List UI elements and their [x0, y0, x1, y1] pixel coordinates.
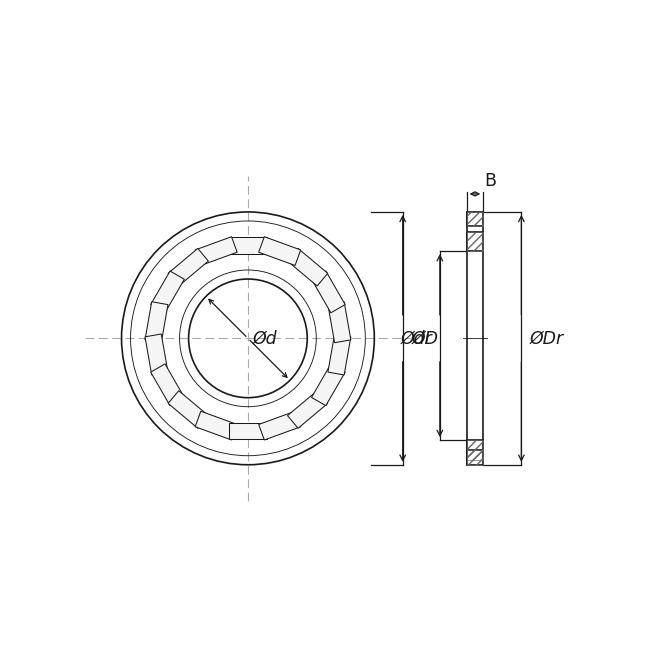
- Polygon shape: [287, 249, 328, 286]
- Polygon shape: [328, 302, 351, 343]
- Polygon shape: [312, 271, 345, 313]
- Text: Ødr: Ødr: [401, 330, 433, 347]
- Polygon shape: [145, 334, 168, 375]
- Polygon shape: [287, 391, 328, 428]
- Polygon shape: [145, 302, 168, 343]
- Bar: [467, 232, 483, 251]
- Bar: [467, 440, 483, 460]
- Bar: [467, 440, 483, 460]
- Polygon shape: [195, 237, 237, 265]
- Bar: [467, 450, 483, 465]
- Bar: [467, 450, 483, 465]
- Polygon shape: [228, 423, 267, 440]
- Polygon shape: [168, 391, 208, 428]
- Polygon shape: [228, 237, 267, 254]
- Polygon shape: [328, 334, 351, 375]
- Bar: [467, 232, 483, 251]
- Polygon shape: [312, 364, 345, 405]
- Polygon shape: [151, 271, 184, 313]
- Polygon shape: [168, 249, 208, 286]
- Polygon shape: [259, 411, 301, 440]
- Text: ØDr: ØDr: [529, 330, 563, 347]
- Bar: [467, 212, 483, 226]
- Text: B: B: [484, 172, 496, 190]
- Bar: [467, 212, 483, 226]
- Text: Ød: Ød: [253, 330, 278, 347]
- Polygon shape: [259, 237, 301, 265]
- Polygon shape: [151, 364, 184, 405]
- Text: ØD: ØD: [412, 330, 439, 347]
- Polygon shape: [195, 411, 237, 440]
